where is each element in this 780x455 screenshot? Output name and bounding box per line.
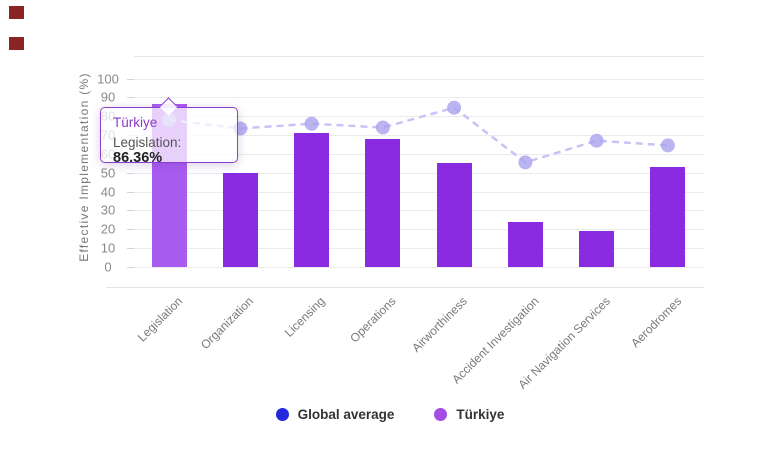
bar-licensing[interactable] xyxy=(294,133,330,267)
tooltip-value: 86.36% xyxy=(113,150,163,166)
y-tick-label: 0 xyxy=(104,259,112,275)
line-point-accident-investigation[interactable] xyxy=(518,155,533,170)
y-tick-mark xyxy=(127,97,134,99)
line-point-aerodromes[interactable] xyxy=(660,138,675,153)
y-tick-mark xyxy=(127,267,134,268)
y-tick-mark xyxy=(127,78,134,80)
gridline xyxy=(133,210,704,212)
gridline xyxy=(133,229,704,231)
gridline xyxy=(133,135,704,137)
tooltip-series-name: Türkiye xyxy=(113,115,158,130)
gridline xyxy=(133,172,704,174)
gridline xyxy=(133,97,704,99)
y-tick-label: 30 xyxy=(100,202,116,218)
x-axis-line xyxy=(106,287,704,288)
legend-item-turkiye[interactable]: Türkiye xyxy=(434,407,504,422)
y-tick-label: 10 xyxy=(100,240,116,256)
y-tick-mark xyxy=(127,229,134,231)
gridline xyxy=(133,116,704,118)
line-point-licensing[interactable] xyxy=(304,116,319,131)
legend-dot-turkiye xyxy=(434,408,448,421)
gridline xyxy=(133,153,704,155)
bar-organization[interactable] xyxy=(222,172,258,267)
line-point-operations[interactable] xyxy=(375,120,390,135)
bar-aerodromes[interactable] xyxy=(650,167,686,267)
gridline xyxy=(133,267,704,268)
legend-label-turkiye: Türkiye xyxy=(456,407,505,422)
bar-air-navigation-services[interactable] xyxy=(579,231,615,267)
red-artifact-marker xyxy=(9,6,24,19)
y-tick-mark xyxy=(127,248,134,250)
legend-item-global-average[interactable]: Global average xyxy=(275,407,395,422)
tooltip-row: Legislation: 86.36% xyxy=(113,135,225,166)
y-tick-mark xyxy=(127,191,134,193)
y-tick-mark xyxy=(127,172,134,174)
legend-dot-global-average xyxy=(275,408,289,421)
legend: Global average Türkiye xyxy=(0,407,780,422)
legend-label-global-average: Global average xyxy=(297,407,395,422)
bar-operations[interactable] xyxy=(365,138,401,267)
y-tick-label: 90 xyxy=(100,89,116,105)
plot-top-border xyxy=(133,56,704,57)
gridline xyxy=(133,248,704,250)
y-tick-label: 50 xyxy=(100,165,116,181)
tooltip-category-label: Legislation: xyxy=(113,135,182,150)
y-tick-label: 20 xyxy=(100,221,116,237)
tooltip: Türkiye Legislation: 86.36% xyxy=(100,97,238,166)
line-point-airworthiness[interactable] xyxy=(447,100,462,115)
bar-accident-investigation[interactable] xyxy=(507,221,543,267)
line-point-air-navigation-services[interactable] xyxy=(589,133,604,148)
y-tick-label: 100 xyxy=(97,71,119,86)
red-artifact-marker xyxy=(9,37,24,50)
gridline xyxy=(133,78,704,80)
y-tick-label: 40 xyxy=(100,184,116,200)
y-tick-mark xyxy=(127,210,134,212)
bar-airworthiness[interactable] xyxy=(436,163,472,267)
gridline xyxy=(133,191,704,193)
